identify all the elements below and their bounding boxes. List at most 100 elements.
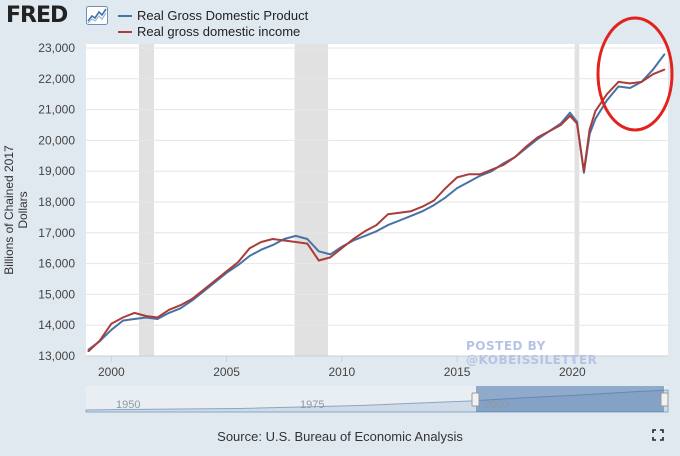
data-point [191, 298, 193, 300]
navigator-right-handle[interactable] [660, 392, 669, 407]
data-point [248, 247, 251, 249]
data-point [271, 244, 274, 246]
y-tick-label: 21,000 [38, 103, 75, 117]
data-point [398, 211, 401, 214]
data-point [294, 241, 297, 243]
data-point [156, 316, 159, 319]
data-point [583, 170, 585, 172]
data-point [490, 168, 493, 171]
data-point [87, 350, 90, 353]
data-point [444, 187, 447, 189]
data-point [606, 93, 608, 95]
fred-logo[interactable]: FRED [6, 3, 68, 28]
data-point [421, 205, 424, 208]
legend-label-gdp: Real Gross Domestic Product [137, 8, 309, 23]
data-point [168, 312, 170, 314]
data-point [583, 171, 585, 174]
data-point [560, 124, 562, 126]
recession-band-2 [574, 44, 580, 356]
data-point [122, 316, 124, 319]
data-point [629, 87, 631, 89]
navigator-label-1975: 1975 [300, 399, 325, 411]
data-point [248, 255, 251, 257]
data-point [122, 319, 124, 322]
data-point [617, 81, 620, 83]
trend-chart-icon [86, 6, 108, 25]
data-point [421, 210, 424, 213]
data-point [318, 250, 320, 253]
data-point [588, 128, 591, 131]
data-point [513, 156, 516, 159]
recession-band-0 [139, 44, 154, 356]
data-point [294, 235, 297, 237]
data-point [617, 85, 620, 88]
data-point [663, 68, 666, 71]
data-point [306, 238, 309, 240]
y-axis-ticks: 13,000 14,000 15,000 16,000 17,000 18,000 19,0… [38, 41, 75, 363]
y-tick-label: 13,000 [38, 349, 75, 363]
data-point [536, 136, 539, 139]
navigator-label-1950: 1950 [116, 399, 141, 411]
data-point [202, 288, 205, 291]
data-point [387, 224, 389, 226]
navigator-left-handle[interactable] [471, 392, 480, 407]
source-note: Source: U.S. Bureau of Economic Analysis [217, 429, 463, 444]
x-tick-label: 2010 [328, 365, 355, 379]
y-tick-label: 15,000 [38, 287, 75, 301]
data-point [569, 114, 571, 117]
data-point [525, 145, 528, 148]
y-tick-label: 18,000 [38, 195, 75, 209]
data-point [237, 261, 239, 263]
legend-label-gdi: Real gross domestic income [137, 24, 301, 39]
y-tick-label: 22,000 [38, 72, 75, 86]
data-point [306, 242, 309, 245]
data-point [479, 175, 481, 177]
data-point [168, 309, 170, 311]
data-point [133, 318, 136, 320]
chart-legend: Real Gross Domestic Product Real gross d… [118, 8, 308, 40]
data-point [375, 224, 378, 226]
fullscreen-icon[interactable] [652, 429, 664, 441]
x-tick-label: 2015 [444, 365, 471, 379]
legend-swatch-gdi [118, 31, 132, 33]
data-point [502, 164, 504, 166]
legend-item-gdp[interactable]: Real Gross Domestic Product [118, 8, 308, 24]
y-tick-label: 17,000 [38, 226, 75, 240]
recession-bands [139, 44, 580, 356]
data-point [467, 181, 470, 183]
data-point [640, 81, 643, 83]
y-tick-label: 19,000 [38, 164, 75, 178]
y-tick-label: 23,000 [38, 41, 75, 55]
data-point [214, 279, 216, 282]
legend-item-gdi[interactable]: Real gross domestic income [118, 24, 308, 40]
data-point [606, 99, 608, 102]
data-point [318, 259, 320, 262]
data-point [433, 204, 435, 206]
data-point [133, 312, 136, 314]
data-point [110, 329, 113, 331]
data-point [156, 318, 159, 320]
data-point [364, 230, 366, 233]
data-point [341, 247, 343, 249]
data-point [398, 219, 401, 222]
x-tick-label: 2000 [98, 365, 125, 379]
data-point [433, 199, 435, 202]
data-point [237, 264, 239, 266]
data-point [444, 196, 447, 199]
x-axis-ticks: 2000 2005 2010 2015 2020 [98, 356, 586, 379]
navigator-label-2000: 2000 [484, 399, 509, 411]
data-point [260, 241, 262, 243]
y-tick-label: 16,000 [38, 257, 75, 271]
data-point [329, 256, 332, 259]
navigator-selected-range[interactable] [476, 386, 664, 412]
data-point [271, 238, 274, 240]
data-point [145, 315, 147, 317]
data-point [99, 339, 101, 342]
data-point [260, 248, 262, 251]
data-point [576, 122, 578, 125]
data-point [467, 173, 470, 176]
data-point [652, 73, 654, 75]
data-point [652, 68, 654, 71]
highlight-ellipse [596, 16, 674, 132]
